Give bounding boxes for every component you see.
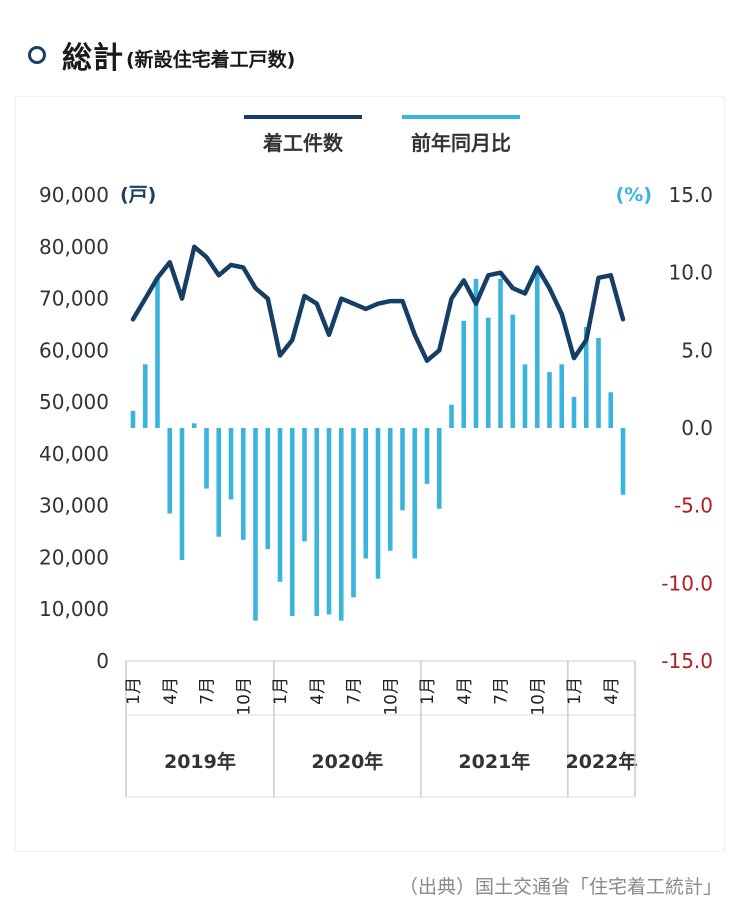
left-axis-tick: 20,000 xyxy=(39,545,109,569)
bar-yoy xyxy=(461,320,467,428)
bar-yoy xyxy=(547,372,552,428)
bar-yoy xyxy=(289,428,295,616)
left-axis-tick: 80,000 xyxy=(39,235,109,259)
legend-swatch-0 xyxy=(244,115,362,119)
bar-yoy xyxy=(596,337,601,428)
bar-yoy xyxy=(510,314,516,428)
bar-yoy xyxy=(522,364,528,428)
bar-yoy xyxy=(620,428,626,495)
bar-yoy xyxy=(228,428,234,500)
page-subtitle: (新設住宅着工戸数) xyxy=(126,48,296,71)
chart-panel: 着工件数 前年同月比 (戸) (%) 90,000 80,000 70,000 60,000 5… xyxy=(16,97,724,851)
bar-yoy xyxy=(191,423,197,428)
year-label: 2019年 xyxy=(164,750,236,773)
bar-yoy xyxy=(240,428,246,540)
left-axis-tick: 0 xyxy=(96,649,109,673)
month-tick-label: 1月 xyxy=(565,677,585,705)
month-tick-label: 1月 xyxy=(124,677,144,705)
bar-yoy xyxy=(204,428,209,489)
combo-chart: 着工件数 前年同月比 (戸) (%) 90,000 80,000 70,000 60,000 5… xyxy=(39,115,713,798)
bar-yoy xyxy=(498,278,503,428)
bar-yoy xyxy=(302,428,307,542)
chart-header: 総計 (新設住宅着工戸数) xyxy=(28,30,295,80)
month-tick-label: 4月 xyxy=(161,677,181,705)
legend-label-1: 前年同月比 xyxy=(411,131,511,155)
bar-yoy xyxy=(449,404,454,428)
bar-yoy xyxy=(583,327,589,428)
year-label: 2020年 xyxy=(311,750,383,773)
source-note: （出典）国土交通省「住宅着工統計」 xyxy=(398,876,722,898)
right-axis-tick: 15.0 xyxy=(668,183,713,207)
bar-yoy xyxy=(436,428,442,509)
bar-yoy xyxy=(253,428,258,621)
month-tick-label: 7月 xyxy=(492,677,512,705)
circle-bullet-icon xyxy=(28,46,46,64)
month-tick-label: 4月 xyxy=(455,677,475,705)
page-title: 総計 xyxy=(62,41,124,76)
bar-yoy xyxy=(351,428,356,598)
right-axis-unit: (%) xyxy=(616,184,652,206)
right-axis-tick: -5.0 xyxy=(674,494,713,518)
left-axis-unit: (戸) xyxy=(120,184,156,206)
bar-yoy xyxy=(277,428,283,582)
bar-yoy xyxy=(155,278,160,428)
left-axis-tick: 40,000 xyxy=(39,442,109,466)
bar-yoy xyxy=(314,428,320,616)
bar-yoy xyxy=(608,392,614,428)
month-tick-label: 7月 xyxy=(345,677,365,705)
year-label: 2022年 xyxy=(565,750,637,773)
bar-yoy xyxy=(559,364,565,428)
line-housing-starts xyxy=(130,244,626,363)
bar-yoy xyxy=(571,396,577,428)
right-axis-tick: 0.0 xyxy=(681,416,713,440)
month-tick-label: 10月 xyxy=(528,677,548,716)
bar-yoy xyxy=(265,428,271,550)
month-tick-label: 4月 xyxy=(602,677,622,705)
bar-yoy xyxy=(363,428,369,559)
year-label: 2021年 xyxy=(458,750,530,773)
month-tick-label: 4月 xyxy=(308,677,328,705)
bar-yoy xyxy=(534,266,540,428)
bar-yoy xyxy=(167,428,173,514)
bar-yoy xyxy=(485,317,491,428)
left-axis-tick: 90,000 xyxy=(39,183,109,207)
bar-yoy xyxy=(375,428,381,579)
right-axis-tick: 5.0 xyxy=(681,338,713,362)
bar-yoy xyxy=(387,428,393,551)
legend-label-0: 着工件数 xyxy=(262,131,344,155)
left-axis-tick: 60,000 xyxy=(39,338,109,362)
bar-yoy xyxy=(142,364,148,428)
month-tick-label: 7月 xyxy=(198,677,218,705)
right-axis-tick: 10.0 xyxy=(668,261,713,285)
bar-yoy xyxy=(179,428,185,561)
bar-yoy xyxy=(473,278,479,428)
month-tick-label: 1月 xyxy=(418,677,438,705)
month-tick-label: 10月 xyxy=(234,677,254,716)
month-tick-label: 10月 xyxy=(381,677,401,716)
right-axis-tick: -15.0 xyxy=(661,649,713,673)
right-axis-tick: -10.0 xyxy=(661,571,713,595)
bar-yoy xyxy=(338,428,344,621)
left-axis-tick: 50,000 xyxy=(39,390,109,414)
legend-swatch-1 xyxy=(402,115,520,119)
left-axis-tick: 70,000 xyxy=(39,287,109,311)
bar-yoy xyxy=(216,428,222,537)
month-tick-label: 1月 xyxy=(271,677,291,705)
left-axis-tick: 30,000 xyxy=(39,494,109,518)
bar-yoy xyxy=(412,428,418,559)
bar-yoy xyxy=(326,428,332,615)
bar-yoy xyxy=(400,428,405,511)
bar-yoy xyxy=(130,410,136,428)
left-axis-tick: 10,000 xyxy=(39,597,109,621)
bar-yoy xyxy=(424,428,430,484)
